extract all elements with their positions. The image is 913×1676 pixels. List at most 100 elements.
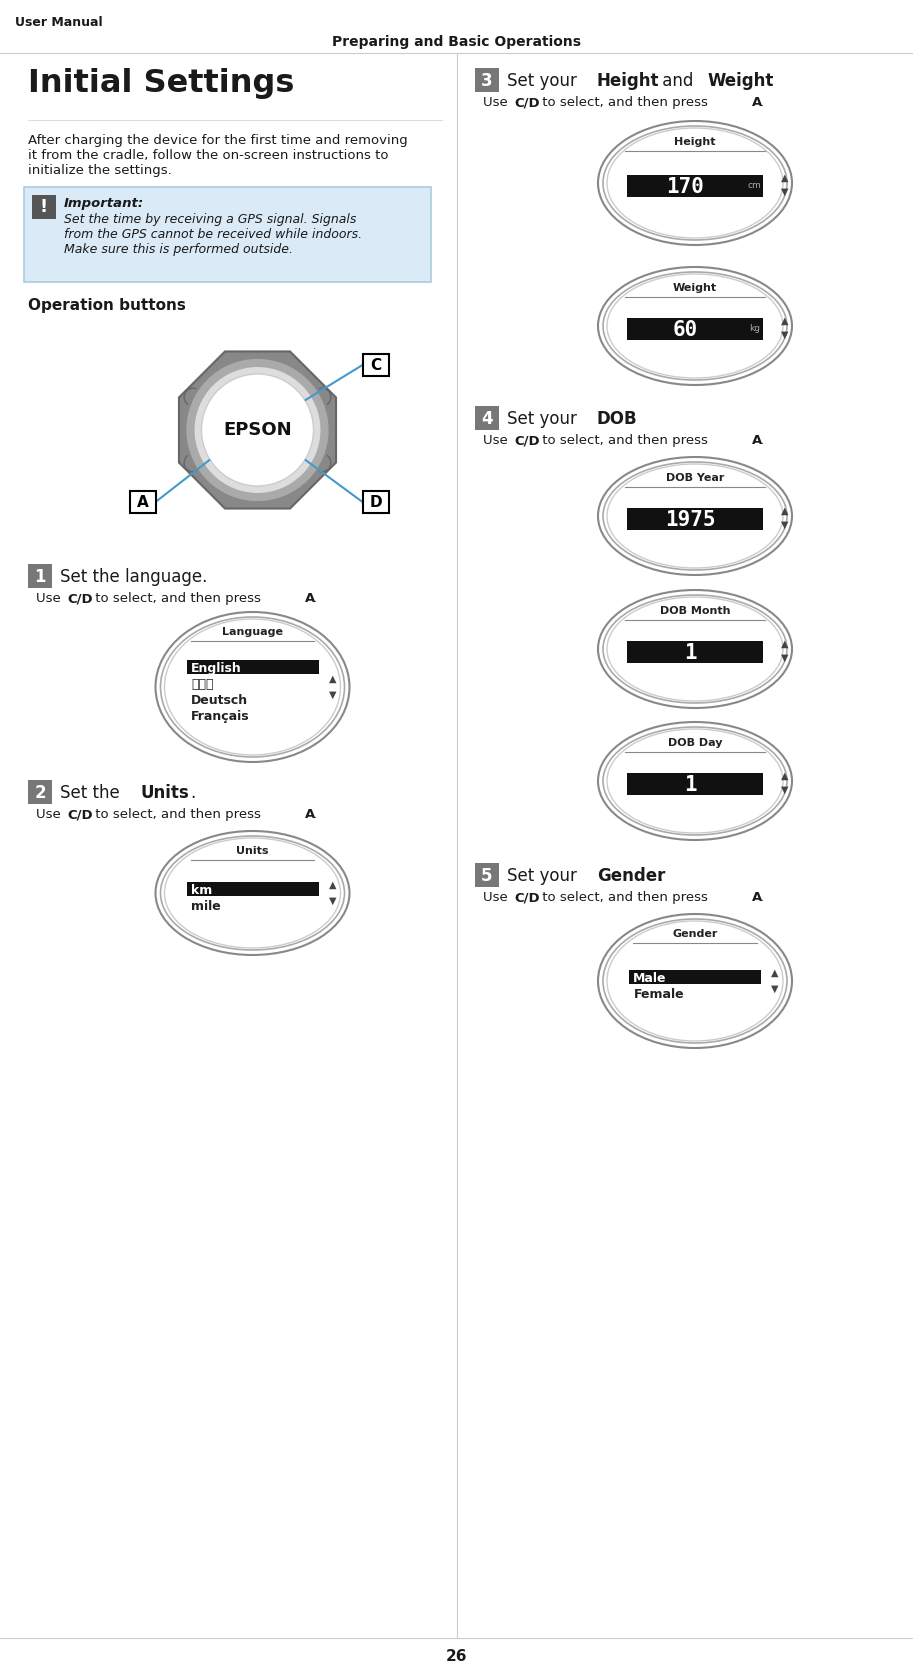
FancyBboxPatch shape (130, 491, 155, 513)
Text: initialize the settings.: initialize the settings. (28, 164, 172, 178)
Ellipse shape (603, 918, 787, 1042)
Text: ▲: ▲ (329, 880, 336, 890)
Text: cm: cm (748, 181, 761, 189)
Text: ▼: ▼ (771, 984, 779, 994)
Text: 26: 26 (446, 1649, 467, 1664)
Text: DOB Year: DOB Year (666, 473, 724, 483)
Text: .: . (761, 434, 764, 447)
FancyBboxPatch shape (186, 660, 319, 674)
Text: !: ! (40, 198, 48, 216)
Text: from the GPS cannot be received while indoors.: from the GPS cannot be received while in… (64, 228, 362, 241)
Text: Set the language.: Set the language. (60, 568, 207, 587)
Text: Set your: Set your (507, 72, 582, 91)
FancyBboxPatch shape (627, 640, 763, 664)
Text: Use: Use (36, 808, 65, 821)
Ellipse shape (603, 595, 787, 702)
FancyBboxPatch shape (475, 69, 499, 92)
Ellipse shape (607, 273, 783, 379)
Text: .: . (627, 411, 632, 427)
Ellipse shape (598, 590, 792, 707)
Ellipse shape (185, 357, 330, 503)
Text: km: km (191, 883, 212, 897)
Text: Set your: Set your (507, 411, 582, 427)
Circle shape (313, 454, 331, 473)
Ellipse shape (603, 272, 787, 380)
Circle shape (313, 389, 331, 406)
Text: Height: Height (674, 137, 716, 147)
Ellipse shape (603, 463, 787, 570)
Text: Male: Male (633, 972, 666, 984)
Text: Units: Units (236, 846, 268, 856)
Ellipse shape (164, 618, 341, 754)
Text: C: C (370, 357, 381, 372)
Text: 1: 1 (684, 774, 697, 794)
Text: ▲: ▲ (782, 317, 789, 327)
Text: Initial Settings: Initial Settings (28, 69, 294, 99)
Text: Important:: Important: (64, 198, 144, 210)
Text: DOB Day: DOB Day (667, 737, 722, 747)
Text: C/D: C/D (515, 96, 540, 109)
Text: User Manual: User Manual (15, 17, 102, 28)
Text: Set the time by receiving a GPS signal. Signals: Set the time by receiving a GPS signal. … (64, 213, 356, 226)
Text: A: A (305, 808, 315, 821)
Text: 2: 2 (34, 784, 46, 803)
Text: .: . (761, 96, 764, 109)
Text: ▲: ▲ (771, 969, 779, 979)
FancyBboxPatch shape (362, 354, 389, 375)
Polygon shape (179, 352, 336, 508)
Text: C/D: C/D (515, 434, 540, 447)
Text: ▲: ▲ (782, 506, 789, 516)
Ellipse shape (607, 922, 783, 1041)
Text: C/D: C/D (68, 808, 93, 821)
Text: Deutsch: Deutsch (191, 694, 248, 707)
Text: Make sure this is performed outside.: Make sure this is performed outside. (64, 243, 293, 256)
Ellipse shape (161, 836, 344, 950)
Text: it from the cradle, follow the on-screen instructions to: it from the cradle, follow the on-screen… (28, 149, 389, 163)
Text: Preparing and Basic Operations: Preparing and Basic Operations (332, 35, 581, 49)
Text: 1975: 1975 (665, 510, 715, 530)
Text: ▼: ▼ (329, 691, 336, 701)
Text: Gender: Gender (672, 929, 718, 939)
Ellipse shape (161, 617, 344, 758)
FancyBboxPatch shape (627, 773, 763, 794)
Ellipse shape (603, 727, 787, 835)
Ellipse shape (194, 365, 321, 494)
Text: A: A (752, 434, 762, 447)
Ellipse shape (607, 597, 783, 701)
Ellipse shape (603, 126, 787, 240)
Circle shape (184, 454, 202, 473)
Text: .: . (313, 808, 317, 821)
FancyBboxPatch shape (32, 194, 56, 220)
Text: EPSON: EPSON (223, 421, 292, 439)
FancyBboxPatch shape (475, 406, 499, 431)
Text: ▼: ▼ (782, 654, 789, 664)
Text: After charging the device for the first time and removing: After charging the device for the first … (28, 134, 408, 147)
Text: ▼: ▼ (782, 330, 789, 340)
Text: A: A (305, 592, 315, 605)
Text: Weight: Weight (673, 283, 717, 293)
Text: Gender: Gender (597, 866, 666, 885)
Text: ▼: ▼ (329, 897, 336, 907)
Text: to select, and then press: to select, and then press (539, 96, 712, 109)
Text: 1: 1 (35, 568, 46, 587)
Text: ▼: ▼ (782, 784, 789, 794)
FancyBboxPatch shape (627, 318, 763, 340)
FancyBboxPatch shape (362, 491, 389, 513)
Text: to select, and then press: to select, and then press (539, 434, 712, 447)
Text: Set your: Set your (507, 866, 582, 885)
Text: ▼: ▼ (782, 520, 789, 530)
Text: .: . (767, 72, 772, 91)
Ellipse shape (598, 913, 792, 1048)
Text: to select, and then press: to select, and then press (539, 892, 712, 903)
Ellipse shape (607, 127, 783, 238)
Text: Set the: Set the (60, 784, 125, 803)
Text: English: English (191, 662, 241, 674)
Text: Height: Height (597, 72, 659, 91)
Text: ▲: ▲ (782, 771, 789, 781)
FancyBboxPatch shape (627, 508, 763, 530)
Ellipse shape (607, 464, 783, 568)
Text: 170: 170 (666, 178, 704, 198)
Text: D: D (369, 494, 382, 510)
FancyBboxPatch shape (24, 188, 431, 282)
Ellipse shape (155, 612, 350, 763)
